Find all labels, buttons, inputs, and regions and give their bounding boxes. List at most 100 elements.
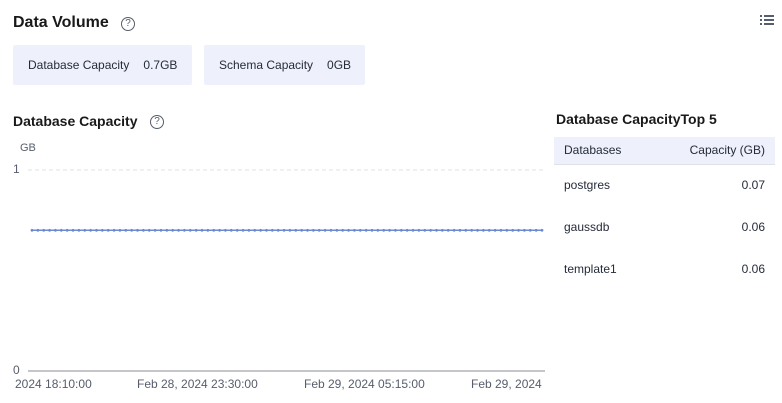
card-label: Schema Capacity: [219, 58, 314, 72]
data-point: [370, 228, 374, 232]
data-point: [71, 228, 75, 232]
data-point: [382, 228, 386, 232]
data-point: [511, 228, 515, 232]
y-tick-label: 0: [13, 363, 20, 377]
data-point: [200, 228, 204, 232]
menu-icon[interactable]: [760, 14, 774, 26]
data-point: [212, 228, 216, 232]
data-point: [282, 228, 286, 232]
data-point: [388, 228, 391, 232]
data-point: [183, 228, 186, 232]
data-point: [347, 228, 350, 232]
data-point: [89, 228, 93, 232]
help-icon[interactable]: ?: [150, 115, 164, 129]
database-capacity-card: Database Capacity 0.7GB: [13, 45, 192, 85]
column-header-capacity: Capacity (GB): [651, 137, 775, 165]
data-point: [481, 228, 485, 232]
data-point: [435, 228, 438, 232]
data-point: [136, 228, 139, 232]
data-point: [124, 228, 128, 232]
data-point: [265, 228, 268, 232]
data-point: [106, 228, 110, 232]
data-point: [317, 228, 321, 232]
data-point: [528, 228, 532, 232]
data-point: [165, 228, 169, 232]
data-point: [534, 228, 538, 232]
data-point: [253, 228, 257, 232]
table-row: template1 0.06: [554, 248, 775, 290]
data-point: [394, 228, 397, 232]
card-value: 0.7GB: [143, 58, 178, 72]
x-tick-label: Feb 29, 2024 05:15:00: [304, 377, 425, 391]
data-point: [270, 228, 274, 232]
data-point: [259, 228, 263, 232]
x-tick-label: Feb 28, 2024 23:30:00: [137, 377, 258, 391]
data-point: [364, 228, 368, 232]
table-header-row: Databases Capacity (GB): [554, 137, 775, 165]
database-capacity: 0.06: [741, 220, 765, 234]
data-point: [341, 228, 345, 232]
data-point: [218, 228, 221, 232]
data-point: [206, 228, 210, 232]
data-point: [329, 228, 333, 232]
database-name: template1: [564, 262, 617, 276]
data-point: [83, 228, 87, 232]
data-point: [399, 228, 403, 232]
data-point: [147, 228, 151, 232]
table-row: gaussdb 0.06: [554, 206, 775, 248]
table-row: postgres 0.07: [554, 164, 775, 206]
data-point: [417, 228, 421, 232]
data-point: [476, 228, 479, 232]
y-tick-label: 1: [13, 162, 20, 176]
data-point: [505, 228, 509, 232]
data-point: [112, 228, 116, 232]
data-point: [159, 228, 163, 232]
data-point: [130, 228, 134, 232]
data-point: [171, 228, 175, 232]
data-point: [358, 228, 362, 232]
data-point: [229, 228, 233, 232]
top5-table: Databases Capacity (GB) postgres 0.07 ga…: [554, 137, 775, 290]
data-point: [77, 228, 81, 232]
data-point: [141, 228, 145, 232]
data-point: [429, 228, 433, 232]
data-point: [405, 228, 409, 232]
data-point: [100, 228, 104, 232]
data-point: [241, 228, 245, 232]
data-point: [235, 228, 239, 232]
data-point: [300, 228, 304, 232]
schema-capacity-card: Schema Capacity 0GB: [204, 45, 365, 85]
data-point: [118, 228, 122, 232]
data-point: [30, 228, 34, 232]
data-point: [276, 228, 280, 232]
data-point: [487, 228, 491, 232]
top5-title: Database CapacityTop 5: [556, 111, 717, 127]
x-tick-label: Feb 29, 2024: [471, 377, 542, 391]
data-point: [65, 228, 69, 232]
data-point: [440, 228, 444, 232]
data-point: [42, 228, 46, 232]
database-capacity: 0.07: [741, 178, 765, 193]
data-point: [294, 228, 298, 232]
data-point: [194, 228, 198, 232]
section-title: Database Capacity: [13, 113, 138, 129]
data-point: [458, 228, 462, 232]
data-point: [335, 228, 339, 232]
data-point: [540, 228, 544, 232]
x-tick-label: 2024 18:10:00: [15, 377, 92, 391]
page-title: Data Volume: [13, 14, 109, 31]
data-point: [493, 228, 497, 232]
data-point: [517, 228, 520, 232]
data-point: [499, 228, 503, 232]
database-name: postgres: [564, 178, 611, 193]
data-point: [48, 228, 51, 232]
data-point: [452, 228, 456, 232]
data-point: [59, 228, 63, 232]
data-point: [411, 228, 415, 232]
data-point: [36, 228, 40, 232]
help-icon[interactable]: ?: [121, 17, 135, 31]
data-point: [323, 228, 327, 232]
capacity-line-chart: GB 1 0 2024 18:10:00 Feb 28, 2024 23:30:…: [13, 142, 545, 391]
data-point: [311, 228, 315, 232]
data-point: [306, 228, 309, 232]
